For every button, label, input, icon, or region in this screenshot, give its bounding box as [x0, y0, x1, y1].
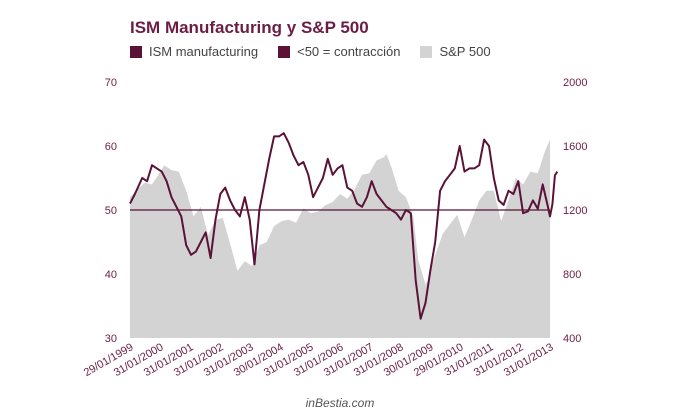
y-left-tick-label: 70	[105, 77, 117, 89]
y-right-tick-label: 2000	[563, 77, 587, 89]
legend-swatch-sp500	[420, 45, 433, 58]
y-right-tick-label: 800	[563, 269, 581, 281]
legend-item-sp500: S&P 500	[420, 44, 491, 59]
chart-legend: ISM manufacturing <50 = contracción S&P …	[130, 44, 511, 59]
y-right-tick-label: 1600	[563, 141, 587, 153]
sp500-area	[130, 120, 550, 339]
ism-line	[129, 132, 559, 320]
y-left-tick-label: 40	[105, 269, 117, 281]
y-left-tick-label: 50	[105, 205, 117, 217]
legend-item-ism: ISM manufacturing	[130, 44, 258, 59]
y-left-tick-label: 60	[105, 141, 117, 153]
y-right-tick-label: 1200	[563, 205, 587, 217]
legend-label-threshold: <50 = contracción	[297, 44, 401, 59]
chart-title: ISM Manufacturing y S&P 500	[130, 18, 369, 37]
legend-swatch-ism	[130, 45, 142, 58]
legend-label-sp500: S&P 500	[439, 44, 491, 59]
legend-label-ism: ISM manufacturing	[149, 44, 259, 59]
credit-footer: inBestia.com	[305, 396, 375, 410]
legend-item-threshold: <50 = contracción	[278, 44, 400, 59]
y-left-tick-label: 30	[105, 333, 117, 345]
y-right-tick-label: 400	[563, 333, 581, 345]
legend-swatch-threshold	[278, 45, 291, 58]
